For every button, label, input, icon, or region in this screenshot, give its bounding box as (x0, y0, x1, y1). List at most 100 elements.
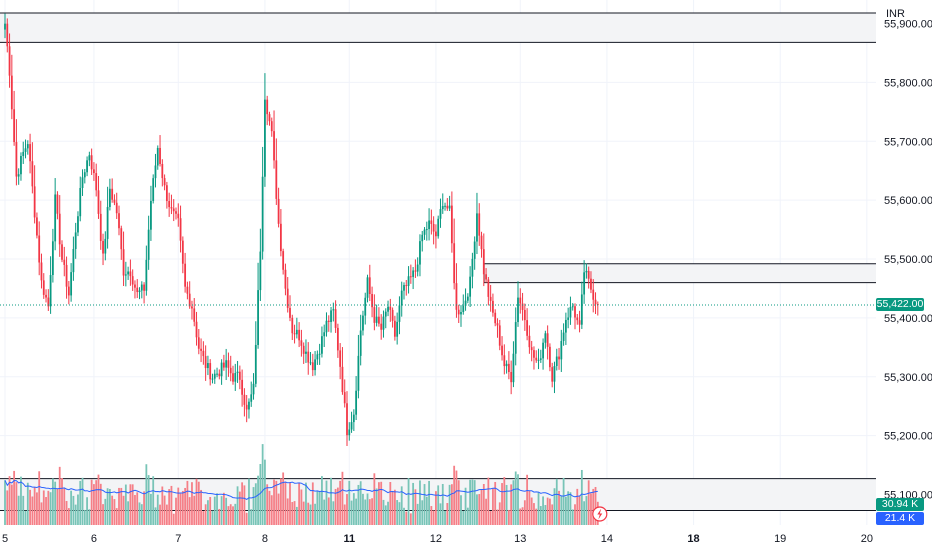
volume-bar (49, 492, 52, 525)
candle-body (437, 218, 440, 237)
candle-body (343, 392, 346, 404)
volume-bar (273, 479, 275, 525)
volume-bar (334, 488, 337, 525)
volume-bar (229, 504, 232, 525)
candle-body (498, 325, 501, 346)
volume-bar (291, 502, 294, 525)
volume-bar (293, 501, 296, 525)
candle-body (300, 340, 303, 346)
candle-body (234, 373, 237, 382)
candle-body (448, 205, 451, 209)
volume-bar (560, 495, 563, 525)
volume-bar (248, 478, 250, 525)
candle-body (186, 286, 189, 294)
volume-bar (170, 485, 173, 525)
volume-bar (462, 510, 465, 525)
x-tick-label: 6 (91, 533, 97, 545)
candle-body (305, 351, 307, 354)
candle-body (17, 174, 20, 177)
volume-bar (350, 500, 353, 525)
volume-bar (562, 477, 565, 525)
volume-bar (147, 475, 150, 525)
candle-body (409, 276, 412, 278)
volume-bar (309, 504, 312, 525)
candle-body (462, 305, 465, 313)
alert-icon (592, 506, 608, 522)
candle-body (428, 220, 430, 230)
candle-body (99, 213, 102, 241)
volume-bar (359, 481, 362, 525)
volume-bar (551, 504, 554, 525)
candle-body (480, 235, 483, 250)
candle-body (423, 229, 426, 235)
candle-body (553, 365, 556, 382)
volume-bar (270, 495, 273, 525)
candle-body (273, 131, 275, 161)
volume-bar (108, 488, 111, 525)
volume-bar (476, 494, 478, 525)
volume-bar (533, 503, 535, 525)
volume-bar (286, 498, 289, 525)
volume-bar (197, 481, 200, 525)
candle-body (560, 341, 563, 360)
volume-bar (20, 476, 22, 525)
candle-body (521, 303, 524, 310)
volume-bar (150, 493, 152, 525)
volume-bar (580, 469, 583, 525)
volume-bar (284, 481, 287, 525)
candle-body (143, 284, 145, 291)
candle-body (435, 231, 437, 237)
candle-body (327, 320, 330, 322)
x-axis: 5 6 7 8 11 12 13 14 18 19 20 (2, 533, 873, 545)
candle-body (159, 147, 161, 164)
volume-bar (414, 489, 417, 525)
candle-body (393, 320, 396, 337)
candle-body (120, 228, 123, 250)
candle-body (170, 207, 173, 209)
candle-body (496, 323, 499, 326)
volume-bar (245, 512, 248, 525)
candle-body (318, 353, 321, 355)
candle-body (268, 114, 271, 122)
volume-bar (302, 501, 305, 525)
volume-bar (480, 489, 483, 525)
candle-body (266, 99, 269, 115)
candle-body (275, 160, 278, 199)
candle-body (58, 213, 61, 245)
volume-bar (492, 488, 494, 525)
volume-bar (218, 508, 221, 525)
candle-body (95, 173, 98, 191)
candle-body (26, 144, 29, 149)
volume-bar (61, 478, 63, 525)
volume-bar (193, 495, 196, 525)
candle-body (282, 251, 285, 270)
candle-body (382, 316, 385, 330)
volume-bar (339, 480, 342, 525)
candle-body (396, 321, 399, 337)
candle-body (181, 240, 184, 264)
volume-bar (478, 494, 481, 525)
volume-bar (450, 484, 453, 525)
candle-body (555, 356, 558, 366)
volume-bar (36, 492, 38, 525)
candle-body (227, 360, 230, 368)
candle-body (33, 186, 36, 218)
volume-bar (549, 498, 551, 525)
volume-bar (412, 482, 415, 525)
candle-body (63, 259, 66, 265)
candle-body (90, 155, 93, 170)
candle-body (464, 300, 467, 306)
candle-body (494, 312, 497, 324)
volume-bar (521, 507, 524, 525)
candle-body (193, 308, 196, 322)
candle-body (131, 276, 134, 285)
volume-bar (54, 481, 57, 525)
candle-body (332, 309, 335, 311)
candle-body (172, 208, 175, 212)
volume-bar (188, 497, 191, 525)
volume-bar (268, 490, 271, 525)
candle-body (122, 249, 125, 276)
volume-bar (311, 482, 314, 525)
candle-body (489, 296, 492, 301)
